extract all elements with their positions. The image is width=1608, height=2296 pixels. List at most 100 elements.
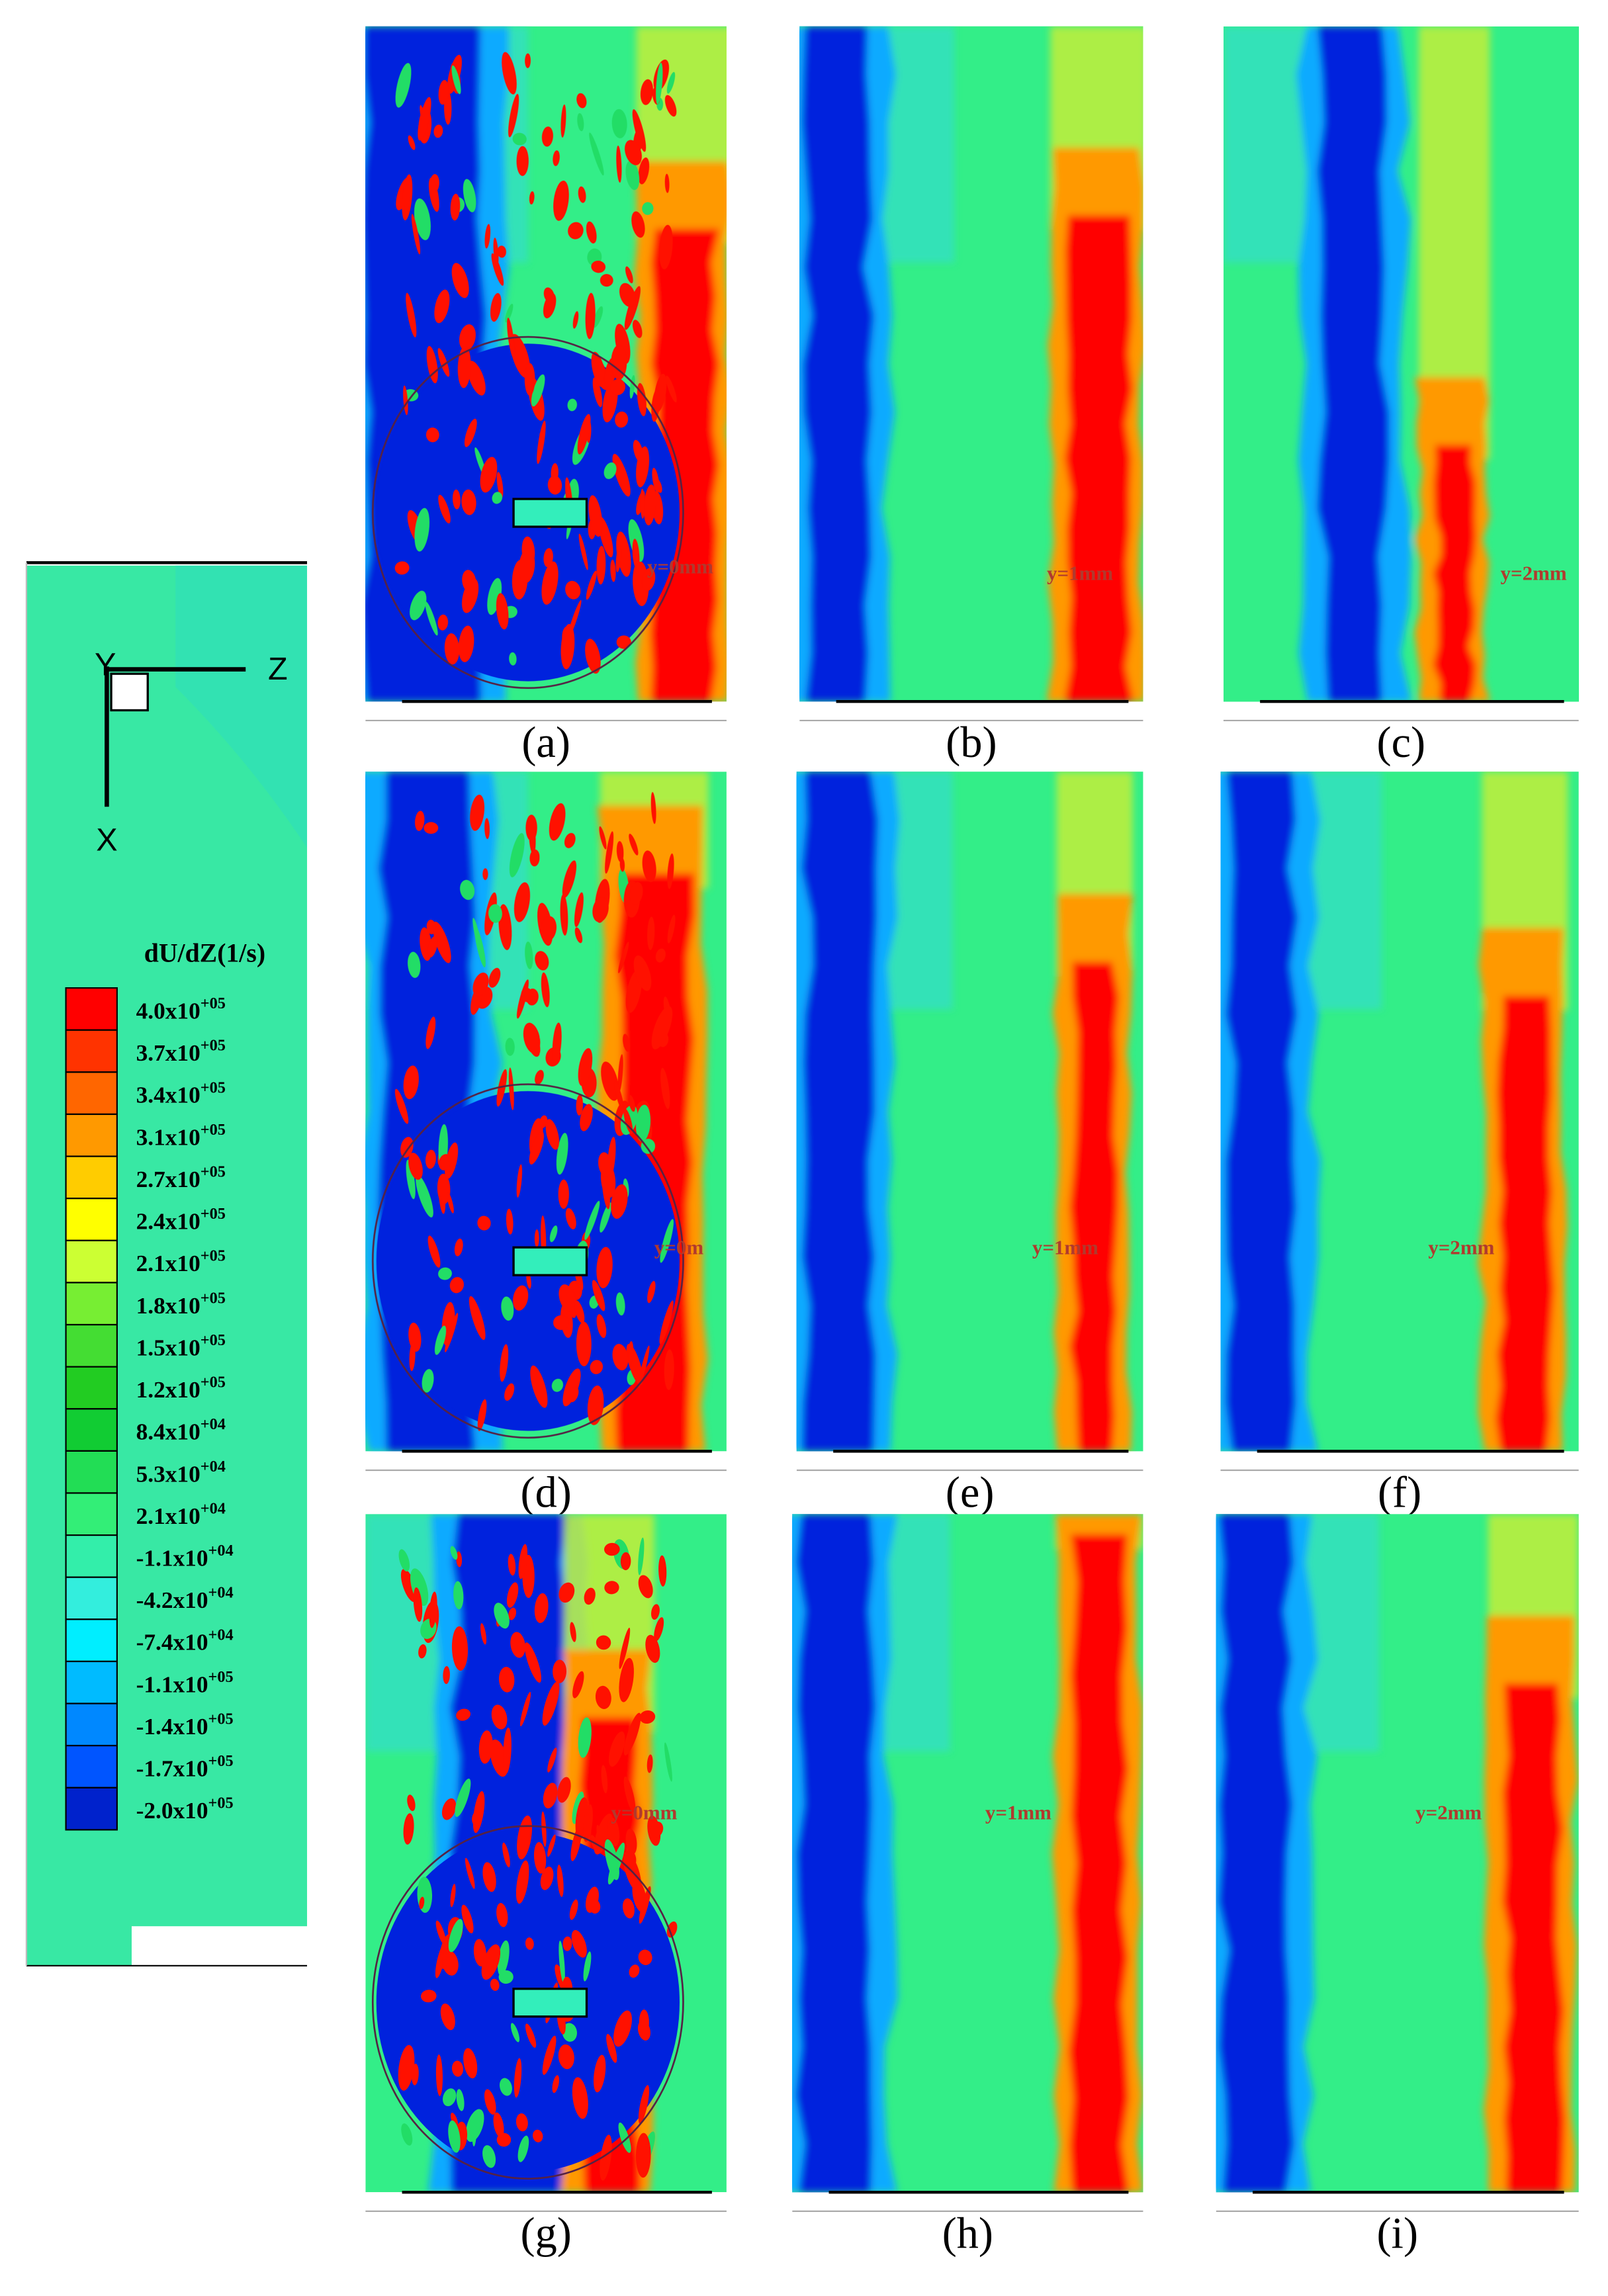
- red-blob: [614, 1081, 625, 1112]
- red-blob: [617, 1054, 623, 1093]
- red-blob: [545, 1119, 559, 1150]
- red-blob: [533, 1842, 547, 1874]
- panel-label: (i): [1377, 2209, 1419, 2258]
- body-rect: [512, 1246, 588, 1276]
- color-cell: [65, 1660, 118, 1704]
- red-blob: [627, 1341, 634, 1364]
- red-blob: [549, 1225, 558, 1243]
- red-blob: [601, 1765, 608, 1794]
- panel-annotation: y=1mm: [985, 1800, 1051, 1824]
- red-blob: [659, 1300, 674, 1345]
- red-blob: [619, 1657, 634, 1702]
- color-cell: [65, 1282, 118, 1326]
- red-blob: [655, 948, 666, 963]
- color-cell: [65, 1113, 118, 1157]
- red-blob: [440, 2003, 455, 2031]
- level-exponent: +05: [208, 1752, 234, 1770]
- red-blob: [516, 1164, 523, 1198]
- red-blob: [463, 2048, 478, 2079]
- legend-title: dU/dZ(1/s): [144, 938, 265, 967]
- red-blob: [639, 1886, 651, 1924]
- red-blob: [543, 292, 557, 319]
- level-base: -1.7x10: [136, 1756, 208, 1782]
- legend-level-label: 1.5x10+05: [136, 1331, 226, 1360]
- red-blob: [600, 1202, 612, 1233]
- red-blob: [586, 221, 597, 243]
- red-blob: [578, 533, 588, 570]
- red-blob: [400, 1569, 418, 1603]
- legend-level-label: 2.4x10+05: [136, 1205, 226, 1234]
- level-exponent: +05: [201, 994, 226, 1012]
- contour-field: [365, 26, 727, 702]
- red-blob: [574, 1300, 585, 1323]
- red-blob: [451, 263, 469, 298]
- level-base: -4.2x10: [136, 1587, 208, 1613]
- red-blob: [598, 1152, 612, 1177]
- red-blob: [537, 420, 546, 464]
- red-blob: [419, 1896, 425, 1910]
- legend-level-label: 3.4x10+05: [136, 1079, 226, 1108]
- red-blob: [557, 1777, 571, 1803]
- red-blob: [451, 2060, 464, 2077]
- red-band: [650, 228, 720, 702]
- legend-level-label: 3.1x10+05: [136, 1121, 226, 1150]
- red-blob: [509, 833, 525, 877]
- red-blob: [438, 1154, 451, 1170]
- red-blob: [453, 1581, 464, 1610]
- panel-label: (f): [1378, 1468, 1421, 1517]
- red-blob: [514, 882, 531, 922]
- color-cell: [65, 1702, 118, 1747]
- color-cell: [65, 1618, 118, 1663]
- red-blob: [510, 333, 531, 378]
- red-blob: [434, 289, 450, 324]
- red-blob: [604, 1542, 620, 1556]
- contour-panel: y=1mm (h): [792, 1514, 1143, 2258]
- red-blob: [480, 457, 498, 493]
- color-cell: [65, 1029, 118, 1073]
- red-blob: [552, 1022, 562, 1064]
- red-blob: [496, 593, 509, 630]
- red-blob: [418, 1644, 427, 1659]
- level-base: 2.7x10: [136, 1167, 201, 1192]
- red-blob: [610, 559, 616, 582]
- red-blob: [456, 1708, 471, 1721]
- red-blob: [584, 1200, 600, 1240]
- red-blob: [425, 601, 438, 636]
- color-bar: 4.0x10+053.7x10+053.4x10+053.1x10+052.7x…: [65, 987, 234, 1831]
- red-blob: [556, 1133, 568, 1175]
- level-exponent: +05: [208, 1794, 234, 1812]
- red-blob: [562, 1936, 572, 1951]
- red-blob: [603, 462, 617, 479]
- red-blob: [491, 253, 504, 286]
- red-blob: [586, 570, 597, 600]
- red-blob: [642, 202, 654, 215]
- red-blob: [623, 1034, 631, 1052]
- red-blob: [497, 1940, 510, 1976]
- red-blob: [629, 375, 635, 399]
- red-blob: [433, 124, 443, 138]
- color-cell: [65, 1239, 118, 1284]
- contour-field: [1216, 1514, 1579, 2193]
- red-blob: [490, 1978, 500, 1991]
- red-blob: [447, 1192, 454, 1214]
- legend-level-label: 5.3x10+04: [136, 1458, 226, 1487]
- contour-panel: y=0m (d): [365, 772, 727, 1517]
- contour-panel: y=2mm (f): [1220, 772, 1579, 1517]
- red-blob: [619, 1628, 631, 1669]
- level-exponent: +04: [201, 1499, 226, 1517]
- red-blob: [618, 2122, 631, 2153]
- red-blob: [482, 1862, 496, 1892]
- red-blob: [666, 1921, 678, 1938]
- red-blob: [472, 1810, 480, 1826]
- red-blob: [498, 1970, 514, 1984]
- red-blob: [651, 1006, 673, 1050]
- red-blob: [443, 2088, 457, 2107]
- red-blob: [560, 104, 566, 138]
- red-blob: [642, 850, 656, 883]
- red-blob: [426, 919, 436, 935]
- red-blob: [583, 1804, 593, 1842]
- red-blob: [496, 1069, 508, 1107]
- red-blob: [623, 1776, 636, 1813]
- level-base: 1.2x10: [136, 1377, 201, 1403]
- red-blob: [408, 1153, 423, 1180]
